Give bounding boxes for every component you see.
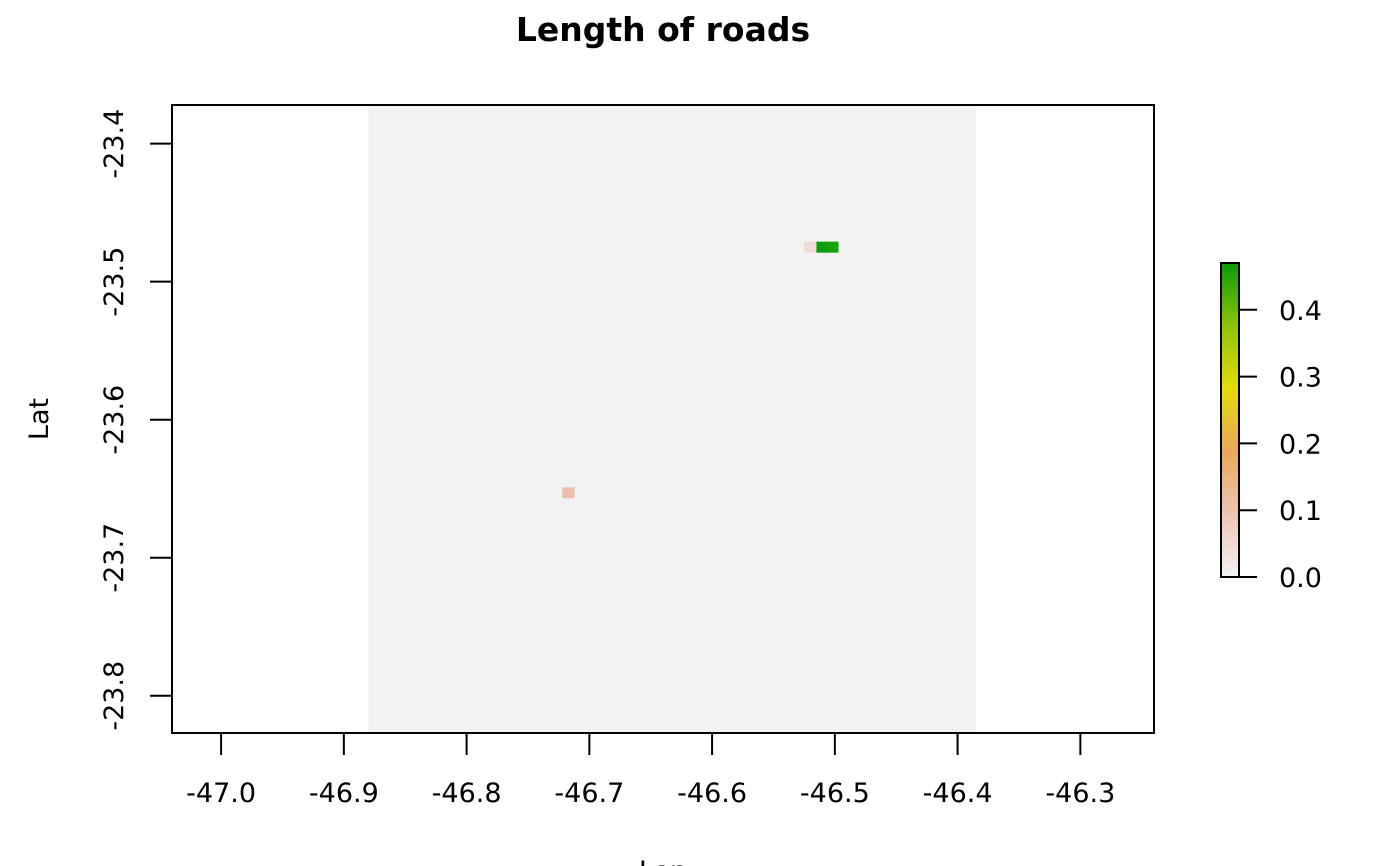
raster-cell-1 — [816, 241, 828, 253]
legend-tick-label: 0.3 — [1279, 363, 1322, 394]
x-axis-title: Lon — [639, 856, 687, 866]
raster-cell-3 — [562, 487, 575, 499]
x-tick-label: -46.8 — [432, 778, 502, 809]
y-axis-title: Lat — [24, 398, 55, 440]
plot-area — [368, 105, 977, 733]
color-legend: 0.0 0.1 0.2 0.3 0.4 — [1220, 262, 1322, 594]
raster-cell-2 — [827, 241, 839, 253]
x-tick-label: -46.4 — [923, 778, 993, 809]
legend-tick-label: 0.2 — [1279, 429, 1322, 460]
y-tick-label: -23.7 — [99, 523, 130, 593]
x-tick-label: -46.5 — [800, 778, 870, 809]
legend-tick-label: 0.4 — [1279, 296, 1322, 327]
x-tick-label: -46.9 — [309, 778, 379, 809]
x-tick-label: -46.7 — [554, 778, 624, 809]
y-axis: -23.4 -23.5 -23.6 -23.7 -23.8 — [99, 109, 173, 731]
legend-tick-label: 0.0 — [1279, 563, 1322, 594]
legend-tick-label: 0.1 — [1279, 496, 1322, 527]
x-tick-label: -46.3 — [1045, 778, 1115, 809]
y-tick-label: -23.5 — [99, 247, 130, 317]
x-axis: -47.0 -46.9 -46.8 -46.7 -46.6 -46.5 -46.4 -46.3 — [186, 732, 1115, 809]
chart-title: Length of roads — [516, 10, 810, 49]
y-tick-label: -23.4 — [99, 109, 130, 179]
y-tick-label: -23.6 — [99, 385, 130, 455]
y-tick-label: -23.8 — [99, 661, 130, 731]
raster-cell-0 — [804, 241, 817, 253]
x-tick-label: -46.6 — [677, 778, 747, 809]
legend-colorbar — [1220, 262, 1240, 578]
raster-background — [368, 105, 977, 733]
x-tick-label: -47.0 — [186, 778, 256, 809]
